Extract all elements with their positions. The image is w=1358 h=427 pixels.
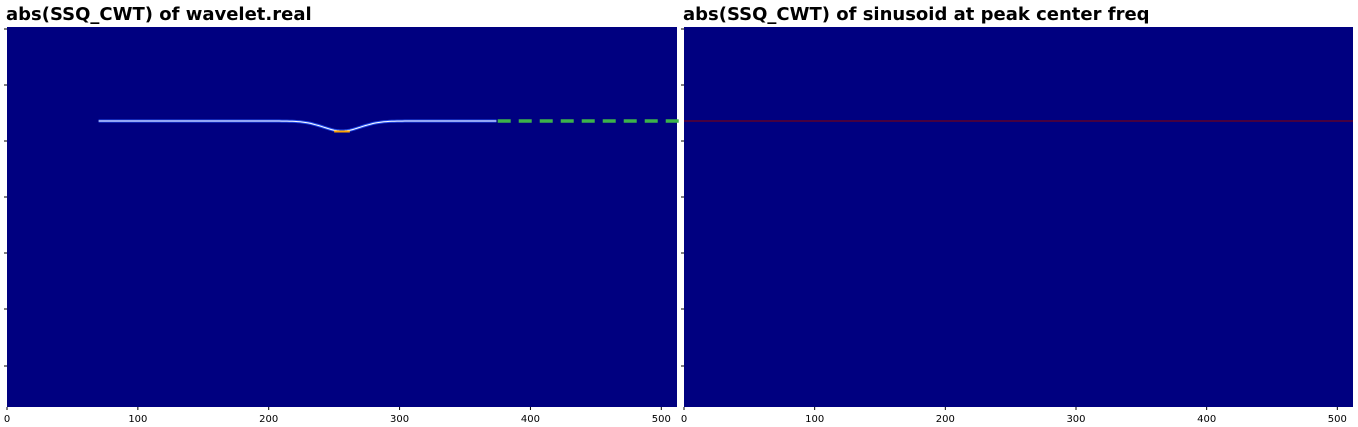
heatmap-background-1: [684, 27, 1353, 407]
x-tick-label-0-4: 400: [521, 414, 540, 425]
x-tick-label-0-0: 0: [4, 414, 10, 425]
chart-title-left: abs(SSQ_CWT) of wavelet.real: [6, 4, 312, 25]
heatmap-background-0: [7, 27, 677, 407]
x-tick-label-1-3: 300: [1066, 414, 1085, 425]
x-tick-label-1-5: 500: [1328, 414, 1347, 425]
ridge-core: [98, 120, 497, 132]
x-tick-label-0-1: 100: [128, 414, 147, 425]
x-tick-label-0-3: 300: [390, 414, 409, 425]
x-tick-label-1-2: 200: [936, 414, 955, 425]
x-tick-label-0-5: 500: [652, 414, 671, 425]
x-tick-label-1-0: 0: [681, 414, 687, 425]
x-tick-label-1-4: 400: [1197, 414, 1216, 425]
x-tick-label-1-1: 100: [805, 414, 824, 425]
x-tick-label-0-2: 200: [259, 414, 278, 425]
chart-title-right: abs(SSQ_CWT) of sinusoid at peak center …: [683, 4, 1150, 25]
